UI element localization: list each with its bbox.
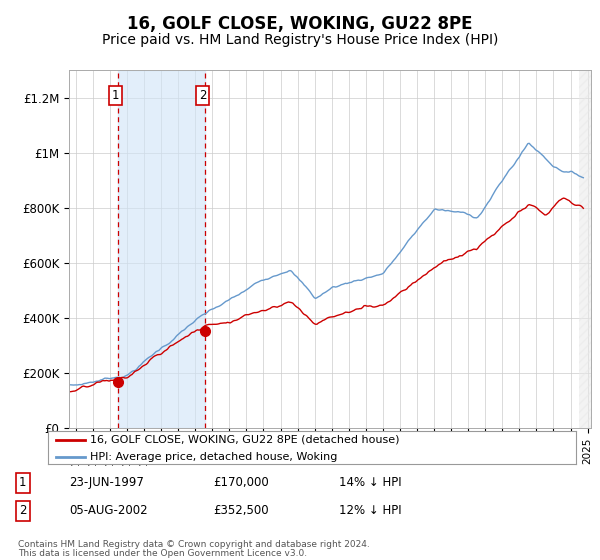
- Text: 23-JUN-1997: 23-JUN-1997: [69, 476, 144, 489]
- Text: HPI: Average price, detached house, Woking: HPI: Average price, detached house, Woki…: [90, 451, 338, 461]
- Text: This data is licensed under the Open Government Licence v3.0.: This data is licensed under the Open Gov…: [18, 549, 307, 558]
- Text: £170,000: £170,000: [213, 476, 269, 489]
- Text: 05-AUG-2002: 05-AUG-2002: [69, 504, 148, 517]
- Bar: [118, 70, 205, 428]
- Text: 2: 2: [199, 88, 206, 101]
- Text: £352,500: £352,500: [213, 504, 269, 517]
- Text: 12% ↓ HPI: 12% ↓ HPI: [339, 504, 401, 517]
- Text: 1: 1: [112, 88, 119, 101]
- Text: 14% ↓ HPI: 14% ↓ HPI: [339, 476, 401, 489]
- Text: 16, GOLF CLOSE, WOKING, GU22 8PE: 16, GOLF CLOSE, WOKING, GU22 8PE: [127, 15, 473, 32]
- Text: 16, GOLF CLOSE, WOKING, GU22 8PE (detached house): 16, GOLF CLOSE, WOKING, GU22 8PE (detach…: [90, 435, 400, 445]
- Text: Price paid vs. HM Land Registry's House Price Index (HPI): Price paid vs. HM Land Registry's House …: [102, 33, 498, 47]
- Text: 1: 1: [19, 476, 26, 489]
- Text: Contains HM Land Registry data © Crown copyright and database right 2024.: Contains HM Land Registry data © Crown c…: [18, 540, 370, 549]
- Text: 2: 2: [19, 504, 26, 517]
- Bar: [579, 70, 591, 428]
